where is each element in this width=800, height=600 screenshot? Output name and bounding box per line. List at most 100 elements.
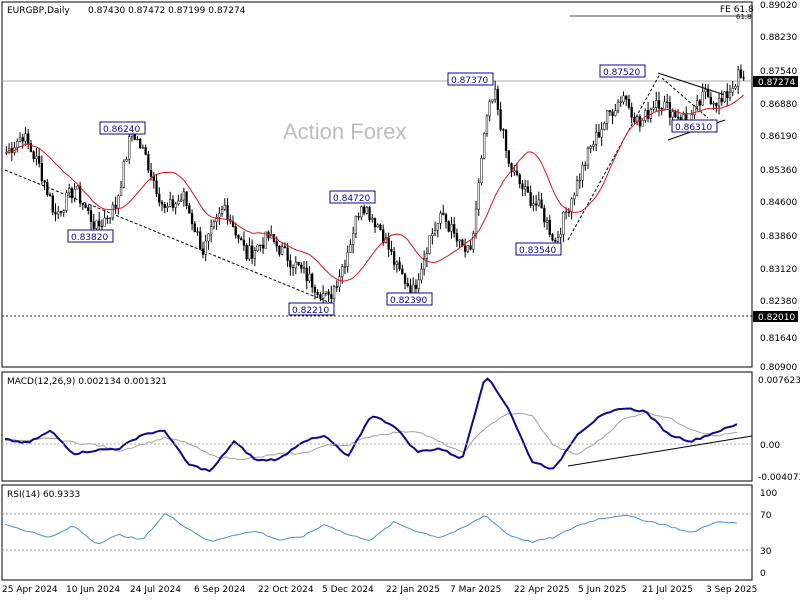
candle-body: [701, 91, 704, 106]
candle-body: [734, 85, 737, 89]
candle-body: [603, 122, 606, 130]
candle-body: [655, 100, 658, 108]
candle-body: [245, 245, 248, 260]
annotation-0.82210: 0.82210: [288, 302, 335, 316]
svg-text:0.82210: 0.82210: [292, 306, 329, 316]
rsi-title: RSI(14) 60.9333: [7, 490, 80, 500]
candle-body: [704, 89, 707, 93]
candle-body: [723, 91, 726, 103]
candle-body: [215, 216, 218, 222]
candle-body: [281, 246, 284, 255]
macd-line: [4, 377, 738, 473]
svg-text:0.87520: 0.87520: [603, 68, 640, 78]
candle-body: [660, 108, 663, 110]
candle-body: [62, 210, 65, 213]
candle-body: [663, 101, 666, 110]
candle-body: [119, 187, 123, 196]
candle-body: [696, 100, 699, 107]
candle-body: [646, 110, 650, 119]
candle-body: [715, 103, 718, 107]
candle-body: [611, 111, 614, 116]
candle-body: [98, 220, 101, 227]
candle-body: [439, 212, 442, 224]
candle-body: [597, 132, 601, 138]
rsi-group: [4, 513, 738, 545]
candle-body: [210, 226, 213, 235]
candle-body: [401, 268, 404, 275]
candle-body: [712, 103, 715, 105]
candle-body: [21, 137, 24, 142]
candle-body: [586, 148, 590, 166]
candle-body: [114, 204, 117, 209]
candle-body: [674, 111, 677, 118]
candle-body: [95, 220, 98, 229]
candle-body: [169, 199, 172, 207]
price-tick: 0.81640: [760, 334, 797, 344]
candle-body: [644, 110, 647, 121]
main-panel: [1, 1, 753, 368]
candle-body: [341, 266, 344, 277]
candle-body: [706, 89, 710, 98]
date-tick: 6 Sep 2024: [194, 585, 246, 595]
candle-body: [444, 214, 448, 222]
macd-group: [4, 377, 738, 473]
candle-body: [125, 159, 128, 162]
price-tick: 0.87540: [760, 67, 797, 77]
candle-body: [349, 244, 352, 253]
candle-body: [158, 193, 161, 203]
rsi-tick: 70: [760, 511, 772, 521]
candle-body: [248, 245, 251, 260]
candle-body: [73, 188, 76, 199]
candle-body: [573, 194, 576, 200]
candle-body: [600, 129, 603, 138]
candle-body: [335, 286, 338, 288]
candle-body: [390, 249, 393, 252]
candle-body: [313, 286, 317, 293]
candle-body: [308, 273, 311, 281]
candle-body: [537, 199, 540, 206]
candle-body: [240, 238, 243, 241]
candle-body: [513, 170, 516, 173]
candle-body: [297, 261, 300, 266]
price-tick: 0.86190: [760, 132, 797, 142]
candle-body: [291, 266, 295, 269]
date-tick: 25 Apr 2024: [2, 585, 58, 595]
svg-text:0.87274: 0.87274: [758, 78, 795, 88]
candle-body: [428, 235, 431, 254]
candle-body: [70, 188, 74, 199]
date-tick: 5 Dec 2024: [322, 585, 374, 595]
candle-body: [166, 206, 169, 208]
macd-tick: 0.00: [760, 441, 780, 451]
candle-body: [136, 138, 139, 141]
candle-body: [453, 224, 456, 234]
candle-body: [365, 207, 368, 214]
rsi-panel: [1, 484, 753, 581]
candle-body: [529, 191, 532, 206]
candle-body: [141, 147, 145, 149]
date-tick: 22 Apr 2025: [514, 585, 570, 595]
candle-body: [382, 229, 385, 244]
candle-body: [458, 239, 461, 242]
candle-body: [122, 161, 125, 188]
candle-body: [493, 88, 497, 100]
svg-text:0.82010: 0.82010: [758, 313, 795, 323]
candle-body: [379, 224, 382, 231]
candle-body: [27, 133, 30, 144]
triangle-upper-line: [657, 72, 726, 96]
candle-body: [171, 199, 175, 208]
support-price-tag: 0.82010: [753, 311, 798, 323]
candle-body: [570, 198, 573, 213]
annotation-0.87520: 0.87520: [599, 64, 646, 78]
candle-body: [128, 136, 131, 160]
candle-body: [196, 231, 199, 233]
candle-body: [117, 195, 120, 209]
candle-body: [406, 283, 409, 287]
candle-body: [234, 226, 237, 236]
date-axis: 25 Apr 2024 10 Jun 2024 24 Jul 2024 6 Se…: [2, 585, 757, 595]
candle-body: [242, 239, 246, 246]
candle-body: [534, 203, 538, 206]
candle-body: [92, 221, 95, 229]
date-tick: 22 Jan 2025: [386, 585, 440, 595]
candle-body: [545, 220, 549, 223]
